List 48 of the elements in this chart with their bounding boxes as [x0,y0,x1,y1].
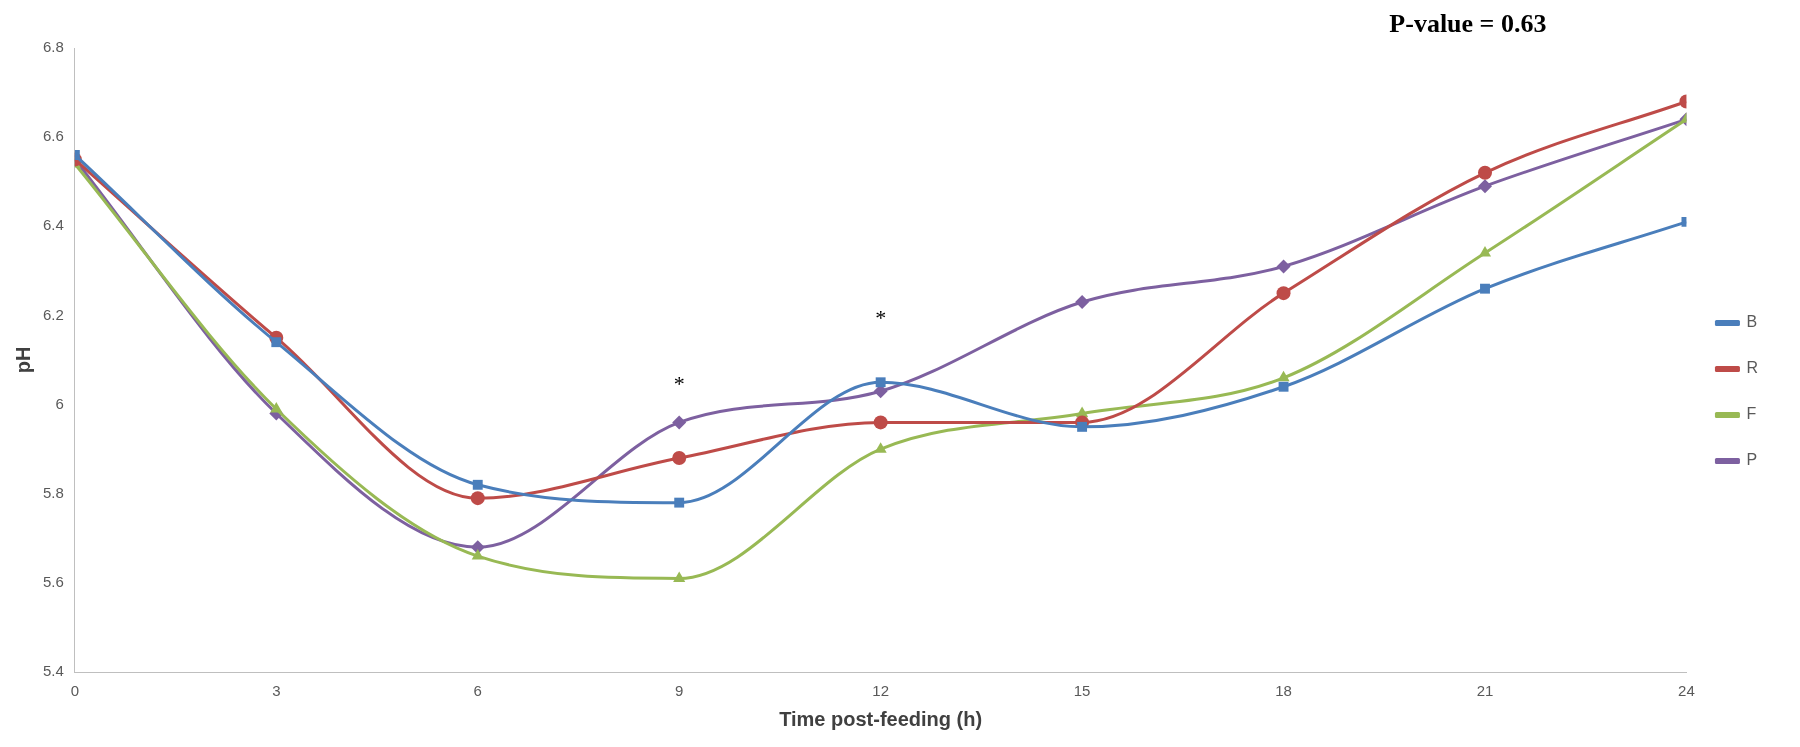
annotation: * [673,370,685,396]
y-tick-label: 5.6 [42,573,64,590]
legend-label: R [1746,359,1759,377]
point [270,402,283,413]
annotation: * [875,305,887,331]
point [1277,370,1290,382]
y-axis-title: pH [11,346,34,374]
point [672,415,687,430]
y-tick-label: 6.8 [42,38,64,56]
point [672,451,687,466]
point [1077,421,1088,432]
x-tick-label: 18 [1275,682,1292,700]
legend-label: B [1746,313,1758,331]
point [1075,295,1090,310]
x-tick-label: 9 [675,682,684,700]
y-tick-label: 6.6 [42,127,64,145]
y-tick-label: 6 [55,394,64,412]
y-tick-label: 6.2 [42,305,64,323]
point [470,491,485,506]
y-tick-label: 5.8 [42,483,64,501]
x-tick-label: 15 [1073,682,1091,700]
x-tick-label: 12 [872,682,889,700]
point [1278,381,1289,392]
y-tick-label: 5.4 [42,662,64,680]
legend-label: P [1746,451,1758,469]
point [472,479,483,490]
x-tick-label: 21 [1476,682,1494,700]
point [1480,283,1490,294]
point [470,540,485,555]
legend-label: F [1746,405,1757,423]
y-tick-label: 6.4 [42,216,64,234]
x-axis-title: Time post-feeding (h) [779,707,983,730]
x-tick-label: 6 [473,682,482,700]
point [674,497,685,508]
point [875,377,886,388]
point [673,571,686,582]
point [271,337,282,348]
point [1276,259,1291,274]
x-tick-label: 0 [70,682,80,700]
point [873,415,888,430]
point [1478,179,1492,194]
text: P-value = 0.63 [1389,8,1547,38]
point [1478,165,1492,180]
point [1276,286,1291,301]
point [1478,246,1492,257]
x-tick-label: 24 [1678,682,1695,700]
point [471,549,484,560]
x-tick-label: 3 [272,682,281,700]
